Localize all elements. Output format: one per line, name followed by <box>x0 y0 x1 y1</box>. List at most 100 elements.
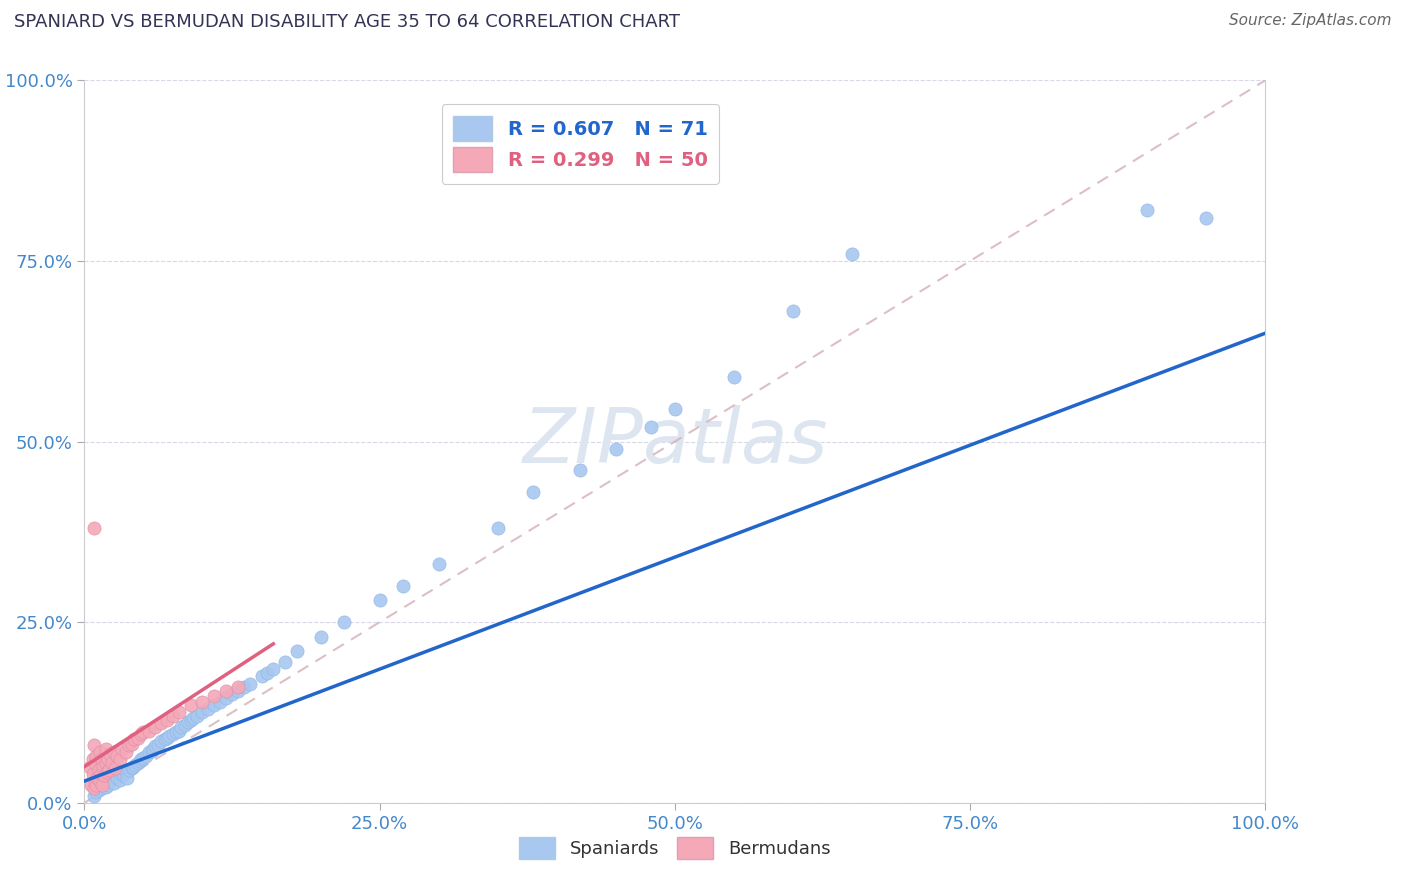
Point <box>215 683 238 698</box>
Point <box>569 463 592 477</box>
Point <box>262 662 284 676</box>
Point <box>142 741 165 756</box>
Point <box>333 615 356 630</box>
Point <box>91 778 114 792</box>
Point <box>723 369 745 384</box>
Point <box>309 630 332 644</box>
Point <box>209 695 232 709</box>
Point <box>96 765 118 780</box>
Point <box>103 745 125 759</box>
Point <box>143 739 166 754</box>
Point <box>146 738 169 752</box>
Point <box>141 744 163 758</box>
Point <box>173 718 195 732</box>
Point <box>103 775 125 789</box>
Point <box>132 751 155 765</box>
Point <box>84 778 107 792</box>
Point <box>122 732 145 747</box>
Point <box>180 698 202 713</box>
Point <box>127 756 149 770</box>
Point <box>129 752 152 766</box>
Point <box>87 782 110 797</box>
Point <box>114 765 136 780</box>
Point <box>108 752 131 766</box>
Point <box>127 731 149 745</box>
Point <box>1136 203 1159 218</box>
Point <box>83 789 105 803</box>
Point <box>112 767 135 781</box>
Point <box>128 754 150 768</box>
Point <box>91 781 114 796</box>
Point <box>153 732 176 747</box>
Point <box>368 593 391 607</box>
Point <box>392 579 415 593</box>
Point <box>89 774 111 789</box>
Point <box>111 741 134 756</box>
Point <box>156 731 179 745</box>
Point <box>167 706 190 720</box>
Point <box>98 747 121 761</box>
Point <box>114 745 136 759</box>
Point <box>84 756 107 770</box>
Point <box>162 709 184 723</box>
Point <box>83 738 105 752</box>
Point <box>138 723 160 738</box>
Text: ZIP​atlas: ZIP​atlas <box>522 405 828 478</box>
Point <box>226 680 249 694</box>
Point <box>84 785 107 799</box>
Point <box>108 772 131 787</box>
Point <box>486 521 509 535</box>
Point <box>93 768 115 782</box>
Point <box>162 727 184 741</box>
Point <box>166 725 188 739</box>
Point <box>167 723 190 738</box>
Point <box>115 771 138 785</box>
Point <box>138 745 160 759</box>
Point <box>522 485 544 500</box>
Point <box>87 764 110 778</box>
Legend: Spaniards, Bermudans: Spaniards, Bermudans <box>512 830 838 866</box>
Point <box>83 781 105 796</box>
Point <box>226 683 249 698</box>
Point <box>121 760 143 774</box>
Point <box>150 716 173 731</box>
Point <box>89 745 111 759</box>
Point <box>150 734 173 748</box>
Point <box>256 665 278 680</box>
Point <box>121 761 143 775</box>
Point <box>186 709 208 723</box>
Point <box>135 748 157 763</box>
Point <box>104 761 127 775</box>
Point <box>177 714 200 729</box>
Point <box>82 767 104 781</box>
Point <box>180 713 202 727</box>
Point <box>94 756 117 770</box>
Point <box>84 774 107 789</box>
Point <box>232 680 254 694</box>
Point <box>86 771 108 785</box>
Point <box>250 669 273 683</box>
Point <box>80 778 103 792</box>
Point <box>181 710 204 724</box>
Point <box>121 737 143 751</box>
Point <box>191 706 214 720</box>
Point <box>202 689 225 703</box>
Point <box>98 764 121 778</box>
Point <box>221 687 243 701</box>
Point <box>94 780 117 794</box>
Point <box>83 521 105 535</box>
Point <box>107 771 129 785</box>
Point <box>100 756 122 770</box>
Point <box>841 246 863 260</box>
Point <box>239 676 262 690</box>
Point <box>1195 211 1218 225</box>
Point <box>79 760 101 774</box>
Point <box>111 768 134 782</box>
Point <box>94 741 117 756</box>
Point <box>82 752 104 766</box>
Point <box>97 752 120 766</box>
Point <box>640 420 662 434</box>
Point <box>202 698 225 713</box>
Point <box>91 752 114 766</box>
Point <box>84 748 107 763</box>
